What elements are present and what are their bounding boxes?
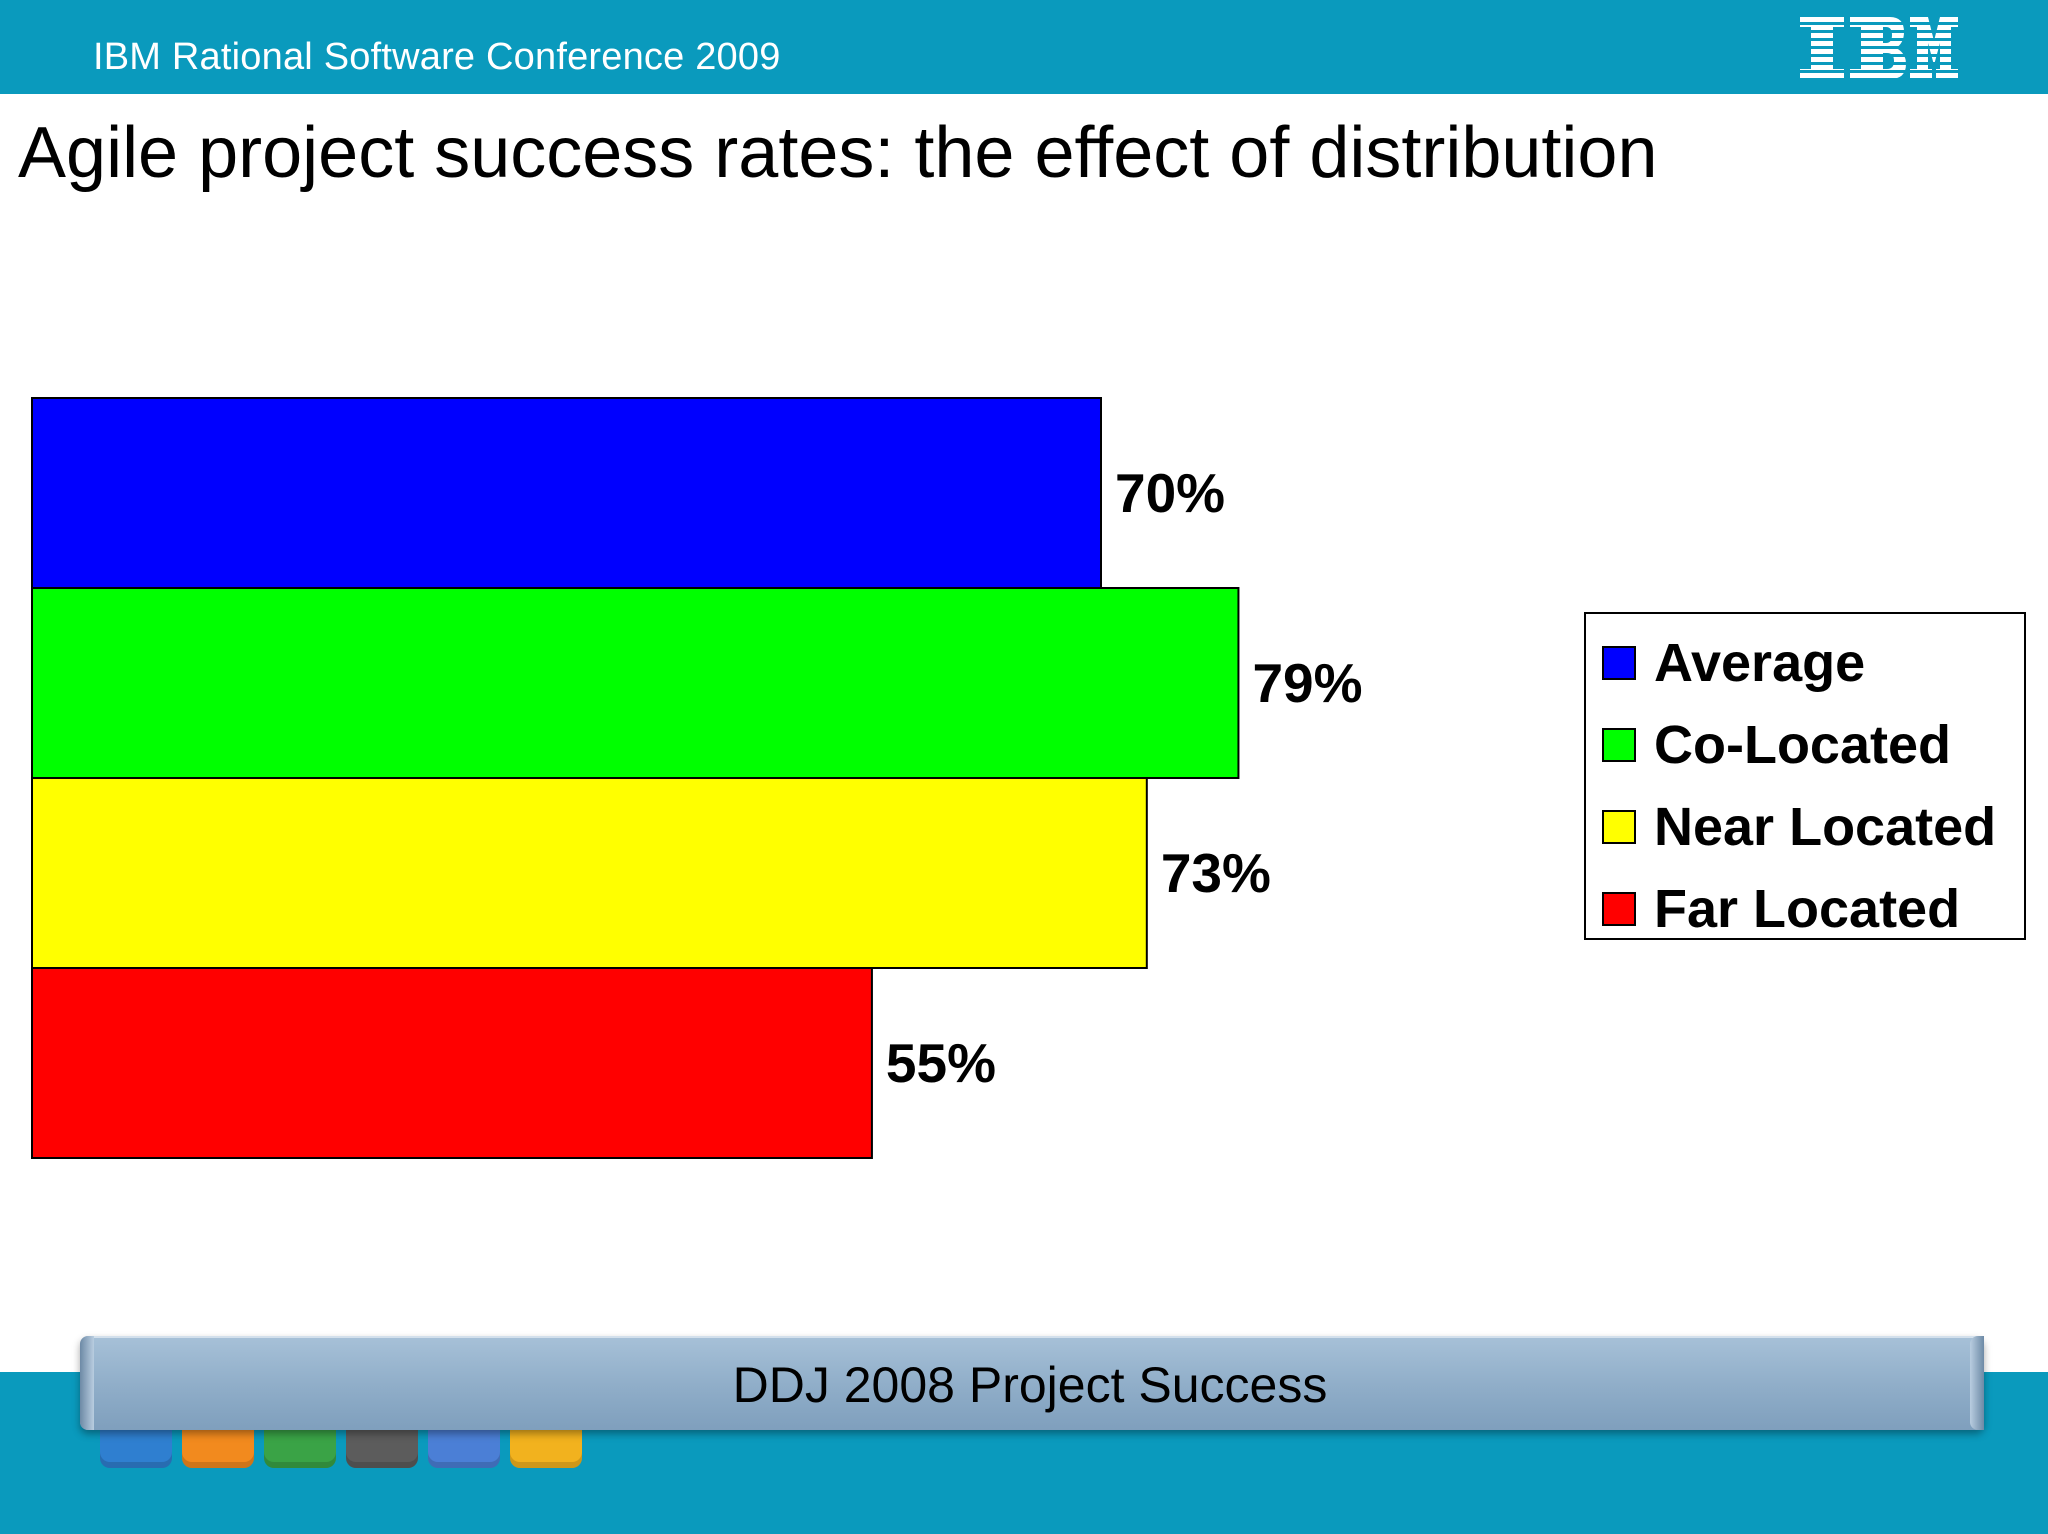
bar-average — [31, 397, 1102, 589]
legend-swatch — [1602, 892, 1636, 926]
bar-near-located — [31, 777, 1148, 969]
header-band — [0, 0, 2048, 94]
bar-chart: 70% 79% 73% 55% — [31, 397, 1363, 1159]
bar-value-label: 55% — [886, 1032, 996, 1094]
legend-label: Average — [1654, 633, 1866, 693]
ibm-logo — [1800, 17, 1958, 79]
source-caption: DDJ 2008 Project Success — [732, 1357, 1328, 1413]
conference-title: IBM Rational Software Conference 2009 — [93, 36, 781, 78]
legend-label: Co-Located — [1654, 715, 1951, 775]
legend-swatch — [1602, 646, 1636, 680]
bar-value-label: 70% — [1115, 462, 1225, 524]
legend-swatch — [1602, 728, 1636, 762]
slide-title: Agile project success rates: the effect … — [18, 113, 1658, 193]
legend-item-average: Average — [1602, 628, 1865, 698]
legend-item-co-located: Co-Located — [1602, 710, 1951, 780]
legend-item-near-located: Near Located — [1602, 792, 1996, 862]
bar-far-located — [31, 967, 873, 1159]
bar-value-label: 79% — [1252, 652, 1362, 714]
legend-label: Far Located — [1654, 879, 1961, 939]
legend-item-far-located: Far Located — [1602, 874, 1960, 944]
legend-swatch — [1602, 810, 1636, 844]
bar-co-located — [31, 587, 1240, 779]
legend-label: Near Located — [1654, 797, 1997, 857]
bar-value-label: 73% — [1161, 842, 1271, 904]
source-caption-bar — [80, 1336, 1984, 1430]
chart-legend: Average Co-Located Near Located Far Loca… — [1584, 612, 2026, 940]
